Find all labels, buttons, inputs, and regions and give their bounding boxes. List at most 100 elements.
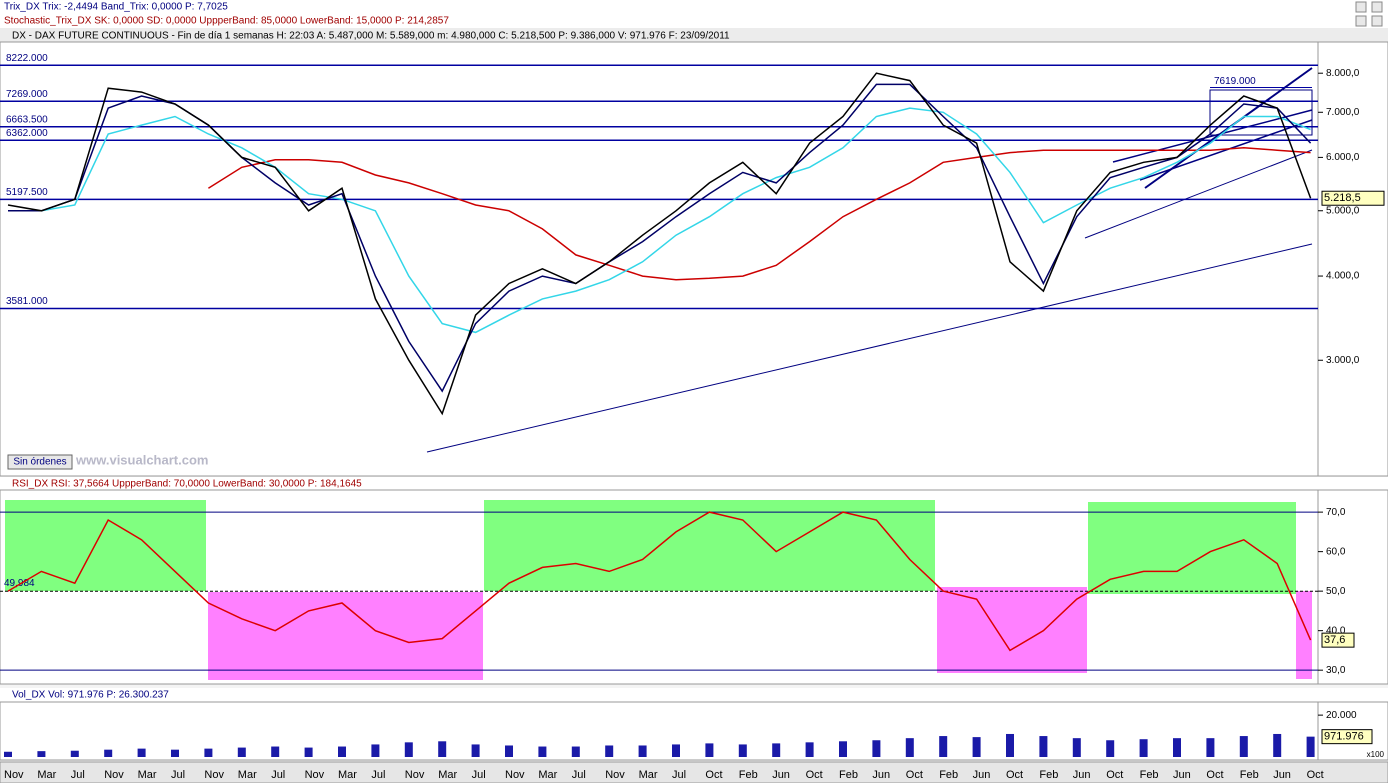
x-tick-label: Jun (1173, 769, 1191, 781)
trend-line (1139, 119, 1313, 181)
y-tick-label: 8.000,0 (1326, 68, 1360, 79)
volume-bar (371, 744, 380, 757)
volume-bar (538, 746, 547, 757)
last-value-label: 37,6 (1324, 634, 1345, 646)
volume-bar (37, 751, 46, 757)
volume-bar (271, 746, 280, 757)
x-tick-label: Oct (705, 769, 722, 781)
x-tick-label: Oct (1307, 769, 1324, 781)
box-drawing (1209, 89, 1313, 136)
x-tick-label: Nov (505, 769, 525, 781)
volume-bar (705, 743, 714, 757)
panel-button[interactable] (1371, 15, 1383, 27)
reference-label: 49,984 (4, 578, 35, 589)
panel-button[interactable] (1355, 1, 1367, 13)
y-tick-label: 7.000,0 (1326, 107, 1360, 118)
price-plot (0, 41, 1319, 477)
trix-header: Trix_DX Trix: -2,4494 Band_Trix: 0,0000 … (4, 2, 228, 13)
stochastic-header: Stochastic_Trix_DX SK: 0,0000 SD: 0,0000… (4, 16, 449, 27)
watermark: www.visualchart.com (75, 452, 208, 467)
panel-button[interactable] (1371, 1, 1383, 13)
x-tick-label: Feb (1039, 769, 1058, 781)
x-tick-label: Oct (1006, 769, 1023, 781)
volume-bar (738, 744, 747, 757)
x-tick-label: Jun (772, 769, 790, 781)
x-tick-label: Feb (1140, 769, 1159, 781)
volume-bar (1139, 739, 1148, 757)
x-tick-label: Nov (605, 769, 625, 781)
bear-zone (1296, 591, 1312, 679)
volume-bar (1206, 738, 1215, 757)
rsi-header (0, 477, 1388, 490)
level-label: 3581.000 (6, 296, 48, 307)
x-tick-label: Jul (371, 769, 385, 781)
x-tick-label: Oct (806, 769, 823, 781)
series-line (7, 72, 1312, 416)
y-tick-label: 6.000,0 (1326, 152, 1360, 163)
panel-button[interactable] (1355, 15, 1367, 27)
x-tick-label: Feb (839, 769, 858, 781)
y-tick-label: 30,0 (1326, 665, 1346, 676)
y-tick-label: 20.000 (1326, 710, 1357, 721)
y-tick-label: 4.000,0 (1326, 271, 1360, 282)
rsi-axis (1317, 489, 1388, 685)
scale-note: x100 (1367, 750, 1385, 759)
y-tick-label: 40,0 (1326, 625, 1346, 636)
x-tick-label: Mar (639, 769, 658, 781)
series-line (208, 147, 1311, 281)
x-tick-label: Mar (37, 769, 56, 781)
x-tick-label: Mar (538, 769, 557, 781)
x-tick-label: Jul (672, 769, 686, 781)
price-axis (1317, 41, 1388, 477)
volume-bar (4, 751, 12, 757)
x-tick-label: Jun (973, 769, 991, 781)
vol-header (0, 688, 1388, 702)
level-label: 7269.000 (6, 89, 48, 100)
x-tick-label: Oct (1206, 769, 1223, 781)
y-tick-label: 5.000,0 (1326, 205, 1360, 216)
x-tick-label: Mar (338, 769, 357, 781)
volume-bar (839, 741, 847, 757)
y-tick-label: 60,0 (1326, 546, 1346, 557)
x-tick-label: Oct (906, 769, 923, 781)
annotation-label: 7619.000 (1214, 76, 1256, 87)
last-value-label: 971.976 (1324, 731, 1364, 743)
volume-bar (438, 741, 447, 757)
volume-bar (672, 744, 680, 757)
volume-bar (1006, 733, 1014, 757)
volume-bar (1239, 736, 1248, 757)
x-tick-label: Nov (305, 769, 325, 781)
bull-zone (5, 500, 206, 591)
volume-bar (1273, 733, 1282, 757)
x-tick-label: Jun (1273, 769, 1291, 781)
last-value-box (1321, 729, 1373, 745)
vol-title: Vol_DX Vol: 971.976 P: 26.300.237 (12, 690, 169, 701)
volume-bar (70, 750, 79, 757)
x-tick-label: Nov (405, 769, 425, 781)
instrument-header (0, 28, 1388, 42)
volume-bar (304, 747, 313, 757)
x-tick-label: Mar (438, 769, 457, 781)
volume-bar (471, 744, 480, 757)
volume-bar (905, 738, 914, 757)
volume-bar (872, 740, 881, 757)
vol-plot (0, 701, 1319, 761)
level-label: 5197.500 (6, 187, 48, 198)
x-tick-label: Nov (104, 769, 124, 781)
y-tick-label: 3.000,0 (1326, 355, 1360, 366)
volume-bar (204, 748, 213, 757)
x-tick-label: Mar (138, 769, 157, 781)
orders-button[interactable] (7, 454, 73, 470)
x-tick-label: Oct (1106, 769, 1123, 781)
volume-bar (404, 742, 413, 757)
volume-bar (772, 743, 781, 757)
bear-zone (937, 587, 1087, 673)
volume-bar (1306, 736, 1315, 757)
level-label: 6362.000 (6, 128, 48, 139)
volume-bar (137, 748, 146, 757)
volume-bar (104, 749, 113, 757)
x-tick-label: Nov (204, 769, 224, 781)
rsi-layer: 30,0 40,0 50,0 60,0 70,0 49,984 37,6 (0, 507, 1355, 676)
x-tick-label: Feb (739, 769, 758, 781)
x-tick-label: Jul (271, 769, 285, 781)
